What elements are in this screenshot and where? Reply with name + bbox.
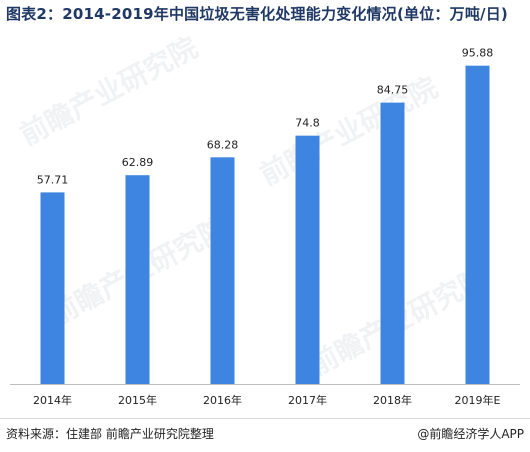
brand-credit: @前瞻经济学人APP (417, 427, 524, 441)
bar-3 (295, 135, 320, 384)
labels-layer: 57.71 2014年 62.89 2015年 68.28 2016年 74.8 2017年 8… (33, 47, 501, 407)
footer-divider (0, 418, 530, 419)
data-label-1: 62.89 (122, 156, 154, 169)
bar-1 (125, 175, 150, 384)
x-tick-label-0: 2014年 (33, 393, 72, 407)
data-label-0: 57.71 (37, 173, 69, 186)
data-label-5: 95.88 (462, 47, 494, 60)
x-tick-label-3: 2017年 (288, 393, 327, 407)
x-tick-label-2: 2016年 (203, 393, 242, 407)
bar-4 (380, 102, 405, 384)
chart-title: 图表2：2014-2019年中国垃圾无害化处理能力变化情况(单位：万吨/日) (6, 5, 508, 23)
x-tick-label-4: 2018年 (373, 393, 412, 407)
x-tick-label-1: 2015年 (118, 393, 157, 407)
x-tick-label-5: 2019年E (455, 393, 501, 407)
data-label-4: 84.75 (377, 84, 409, 97)
bar-2 (210, 157, 235, 384)
bars-layer (40, 65, 490, 384)
data-label-2: 68.28 (207, 138, 239, 151)
bar-5 (465, 65, 490, 384)
data-label-3: 74.8 (295, 117, 320, 130)
source-note: 资料来源：住建部 前瞻产业研究院整理 (6, 427, 214, 441)
bar-0 (40, 192, 65, 384)
